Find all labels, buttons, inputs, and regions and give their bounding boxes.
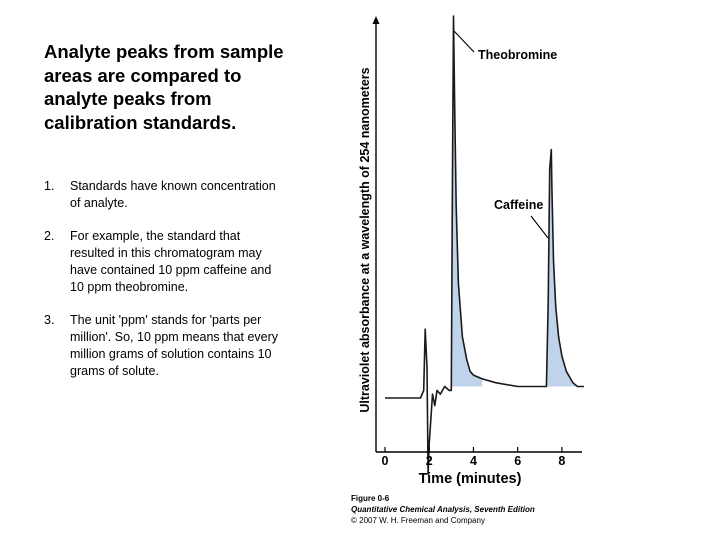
x-ticks: 0 2 4 6 8 [382, 447, 565, 468]
list-text: The unit 'ppm' stands for 'parts per mil… [70, 313, 279, 378]
x-tick-label: 2 [426, 454, 433, 468]
caffeine-label: Caffeine [494, 198, 543, 212]
list-number: 1. [44, 179, 55, 193]
chromatogram-chart: 0 2 4 6 8 Time (minutes) Ultraviolet absorba… [358, 15, 584, 487]
slide-heading: Analyte peaks from sample areas are comp… [44, 41, 284, 133]
point-list: 1. Standards have known concentration of… [44, 178, 284, 396]
caption-book-title: Quantitative Chemical Analysis, Seventh … [351, 505, 535, 514]
caption-figure-number: Figure 0-6 [351, 494, 390, 503]
caffeine-peak-fill [546, 149, 584, 387]
y-axis-arrowhead [372, 16, 380, 24]
x-tick-label: 4 [470, 454, 477, 468]
caption-copyright: © 2007 W. H. Freeman and Company [351, 516, 485, 525]
x-tick-label: 6 [514, 454, 521, 468]
x-tick-label: 0 [382, 454, 389, 468]
list-text: Standards have known concentration of an… [70, 179, 276, 210]
figure-caption: Figure 0-6 Quantitative Chemical Analysi… [351, 493, 535, 526]
y-axis-title: Ultraviolet absorbance at a wavelength o… [358, 67, 372, 412]
list-item: 2. For example, the standard that result… [44, 228, 284, 296]
theobromine-leader-line [453, 30, 475, 53]
caffeine-leader-line [530, 215, 549, 239]
x-axis-title: Time (minutes) [419, 471, 522, 487]
list-item: 3. The unit 'ppm' stands for 'parts per … [44, 312, 284, 380]
list-item: 1. Standards have known concentration of… [44, 178, 284, 212]
theobromine-label: Theobromine [478, 48, 557, 62]
x-tick-label: 8 [558, 454, 565, 468]
list-number: 2. [44, 229, 55, 243]
list-number: 3. [44, 313, 55, 327]
list-text: For example, the standard that resulted … [70, 229, 272, 294]
chromatogram-trace [385, 15, 584, 476]
